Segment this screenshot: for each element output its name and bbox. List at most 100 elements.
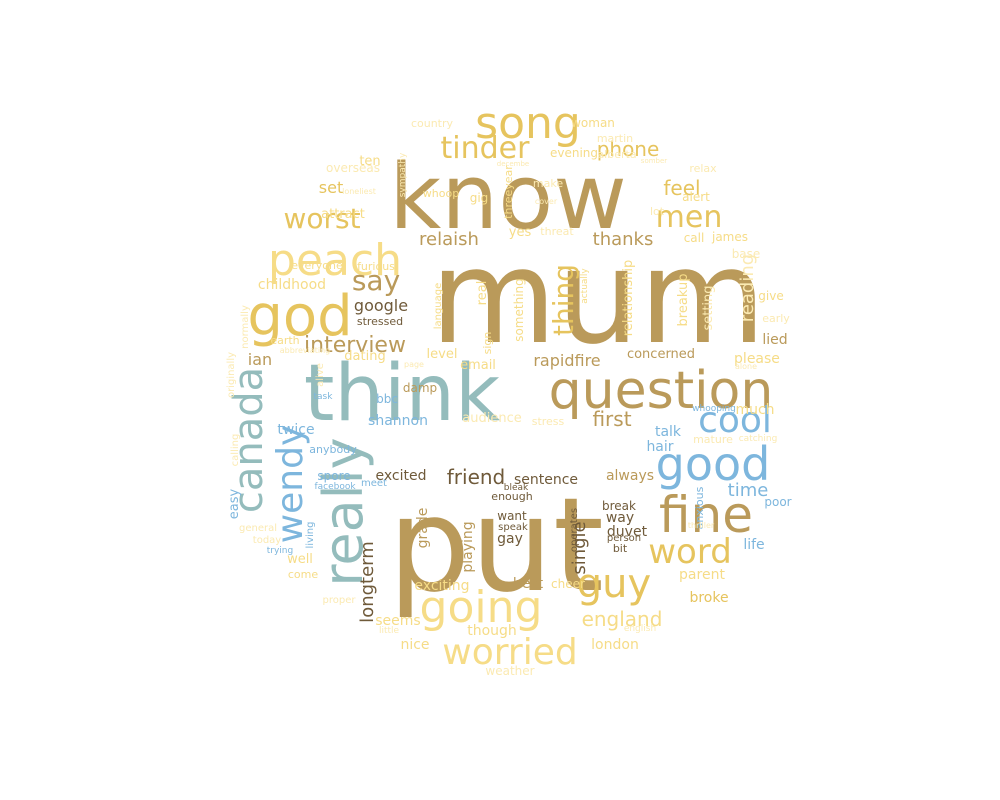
word-excited: excited: [376, 468, 427, 484]
word-london: london: [591, 637, 639, 653]
word-stressed: stressed: [357, 315, 403, 328]
word-men: men: [656, 200, 723, 235]
word-guy: guy: [577, 561, 651, 607]
word-put: put: [388, 469, 604, 621]
word-gig: gig: [470, 191, 489, 205]
word-always: always: [606, 468, 654, 484]
word-mature: mature: [693, 433, 733, 446]
word-broke: broke: [689, 590, 728, 606]
word-god: god: [247, 284, 352, 349]
word-call: call: [684, 231, 705, 245]
word-task: task: [314, 392, 334, 402]
word-mum: mum: [430, 221, 766, 373]
word-set: set: [319, 178, 343, 197]
word-parent: parent: [679, 567, 725, 583]
word-thanks: thanks: [593, 229, 654, 250]
word-actually: actually: [580, 268, 590, 304]
word-time: time: [728, 480, 769, 501]
word-normally: normally: [240, 305, 251, 349]
word-yes: yes: [509, 225, 532, 240]
word-bit: bit: [613, 542, 628, 555]
word-know: know: [389, 145, 627, 250]
word-alberta: alberta: [597, 148, 636, 161]
word-though: though: [467, 623, 517, 639]
word-sympathy: sympathy: [398, 152, 408, 197]
word-setting: setting: [701, 285, 716, 330]
word-well: well: [287, 552, 313, 567]
word-alone: alone: [735, 362, 757, 371]
word-threeyear: threeyear: [502, 165, 515, 219]
word-alert: alert: [682, 190, 710, 204]
word-cover: cover: [535, 197, 558, 206]
word-martin: martin: [597, 132, 633, 145]
word-wendy: wendy: [270, 425, 311, 544]
word-general: general: [239, 523, 277, 534]
word-talk: talk: [655, 424, 682, 440]
word-english: english: [624, 624, 656, 634]
word-something: something: [512, 278, 526, 342]
word-ian: ian: [248, 350, 272, 369]
word-feel: feel: [663, 176, 700, 200]
word-audience: audience: [462, 411, 521, 426]
word-best: best: [513, 576, 544, 592]
word-enough: enough: [491, 490, 532, 503]
word-peach: peach: [268, 235, 402, 286]
word-google: google: [354, 296, 408, 315]
word-damp: damp: [403, 381, 437, 395]
word-catching: catching: [739, 434, 778, 444]
word-seems: seems: [375, 613, 420, 629]
word-originally: originally: [226, 352, 237, 398]
word-threat: threat: [540, 225, 574, 238]
word-calling: calling: [230, 434, 241, 467]
word-real: real: [475, 281, 490, 306]
word-life: life: [743, 537, 764, 553]
word-overseas: overseas: [326, 161, 380, 175]
word-bbc: bbc: [376, 392, 398, 406]
word-person: person: [607, 533, 641, 544]
word-childhood: childhood: [258, 277, 326, 293]
word-lot: lot: [650, 205, 665, 218]
word-single: single: [569, 521, 590, 574]
word-longterm: longterm: [357, 541, 378, 623]
word-bleak: bleak: [504, 483, 529, 493]
word-hair: hair: [646, 439, 673, 455]
word-thriller: thriller: [688, 521, 715, 530]
word-phone: phone: [597, 137, 660, 161]
word-want: want: [497, 509, 527, 523]
word-proper: proper: [323, 595, 357, 606]
word-playing: playing: [460, 521, 476, 572]
word-tinder: tinder: [441, 131, 531, 166]
word-concerned: concerned: [627, 347, 695, 362]
word-woman: woman: [571, 116, 615, 130]
word-james: james: [711, 230, 748, 244]
word-furious: furious: [357, 260, 395, 273]
word-language: language: [433, 283, 444, 330]
word-give: give: [758, 289, 783, 303]
word-make: make: [533, 177, 563, 190]
word-earth: earth: [270, 334, 299, 347]
word-sentence: sentence: [514, 472, 578, 488]
word-operates: operates: [569, 508, 580, 552]
word-easy: easy: [227, 488, 242, 519]
word-whooping: whooping: [692, 404, 736, 414]
word-living: living: [305, 522, 316, 549]
word-ten: ten: [359, 154, 380, 169]
word-attract: attract: [321, 207, 365, 222]
word-stress: stress: [532, 415, 565, 428]
word-speak: speak: [498, 522, 528, 533]
word-gay: gay: [497, 531, 523, 547]
word-loneliest: loneliest: [342, 187, 376, 196]
word-evening: evening: [550, 146, 598, 160]
word-much: much: [735, 402, 774, 418]
word-song: song: [475, 98, 581, 149]
word-breakup: breakup: [676, 274, 691, 327]
word-canada: canada: [226, 367, 272, 513]
word-level: level: [427, 347, 458, 362]
word-meet: meet: [361, 478, 387, 489]
word-reading: reading: [737, 254, 758, 322]
word-cheer: cheer: [551, 577, 585, 591]
word-question: question: [549, 361, 774, 421]
word-good: good: [656, 437, 771, 491]
